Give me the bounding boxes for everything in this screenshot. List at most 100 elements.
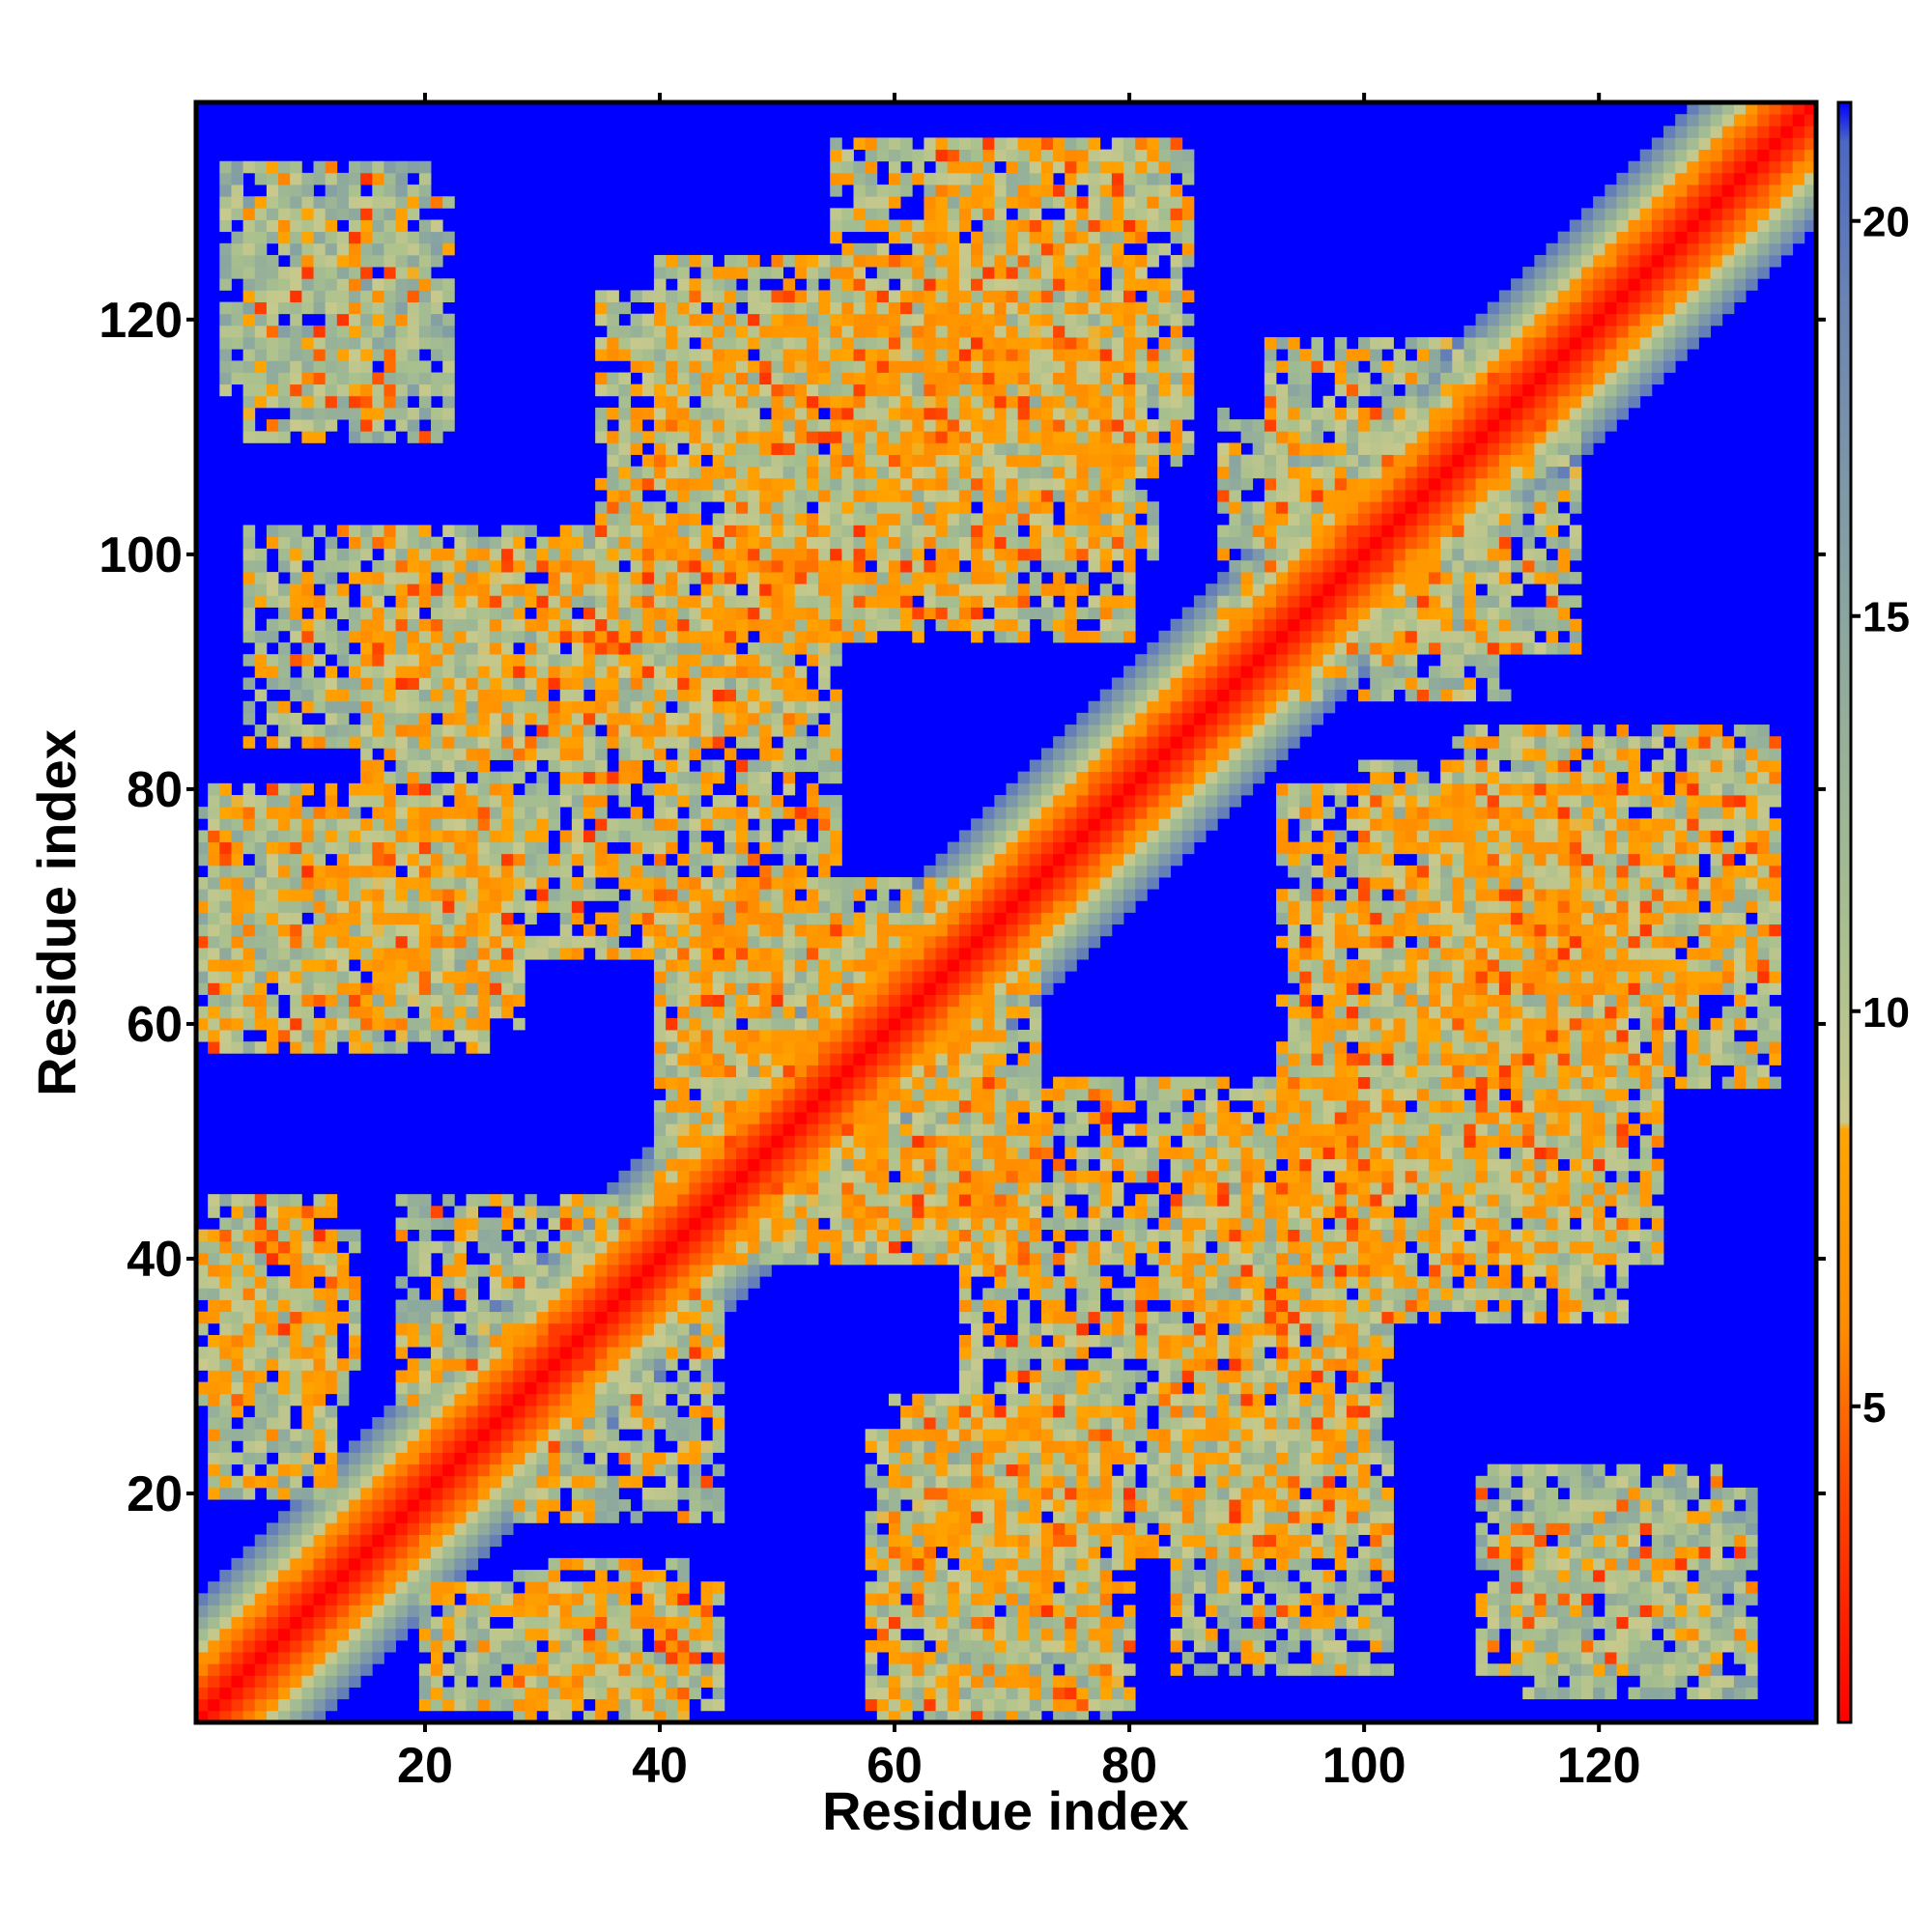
heatmap-cell	[466, 1217, 479, 1231]
heatmap-cell	[325, 807, 338, 819]
heatmap-cell	[477, 889, 491, 901]
heatmap-cell	[653, 525, 667, 538]
heatmap-cell	[395, 219, 409, 233]
heatmap-cell	[536, 1687, 549, 1700]
heatmap-cell	[748, 1158, 760, 1172]
heatmap-cell	[736, 384, 749, 397]
heatmap-cell	[372, 1440, 384, 1453]
heatmap-cell	[442, 337, 455, 350]
heatmap-cell	[806, 1076, 819, 1090]
heatmap-cell	[372, 1417, 384, 1430]
heatmap-cell	[666, 1405, 678, 1418]
heatmap-cell	[595, 912, 608, 925]
heatmap-cell	[242, 242, 256, 256]
heatmap-cell	[325, 1041, 338, 1054]
heatmap-cell	[418, 666, 432, 678]
heatmap-cell	[641, 548, 655, 561]
heatmap-cell	[830, 267, 842, 279]
heatmap-cell	[384, 689, 396, 702]
heatmap-cell	[348, 1452, 361, 1465]
heatmap-cell	[254, 642, 268, 655]
heatmap-cell	[466, 1581, 479, 1594]
heatmap-cell	[689, 1006, 701, 1019]
heatmap-cell	[724, 1206, 737, 1218]
heatmap-cell	[442, 395, 455, 409]
heatmap-cell	[208, 1429, 220, 1441]
heatmap-cell	[818, 419, 831, 432]
heatmap-cell	[536, 1698, 549, 1712]
heatmap-cell	[395, 1299, 409, 1313]
heatmap-cell	[372, 654, 384, 667]
heatmap-cell	[525, 1616, 537, 1630]
heatmap-cell	[794, 301, 808, 315]
heatmap-cell	[348, 290, 361, 302]
heatmap-cell	[442, 384, 455, 397]
heatmap-cell	[630, 583, 643, 596]
heatmap-cell	[689, 1158, 701, 1172]
heatmap-cell	[219, 1194, 232, 1207]
heatmap-cell	[242, 807, 256, 819]
heatmap-cell	[865, 1217, 878, 1231]
heatmap-cell	[700, 1405, 714, 1418]
heatmap-cell	[595, 583, 608, 596]
heatmap-cell	[336, 712, 350, 725]
heatmap-cell	[525, 1570, 537, 1582]
heatmap-cell	[219, 1570, 232, 1582]
heatmap-cell	[525, 1288, 537, 1300]
heatmap-cell	[489, 1194, 502, 1207]
heatmap-cell	[395, 982, 409, 995]
heatmap-cell	[818, 337, 831, 350]
heatmap-cell	[595, 807, 608, 819]
heatmap-cell	[548, 1605, 561, 1618]
heatmap-cell	[266, 1347, 279, 1359]
heatmap-cell	[336, 395, 350, 409]
heatmap-cell	[841, 431, 854, 443]
heatmap-cell	[407, 654, 420, 667]
heatmap-cell	[536, 1393, 549, 1406]
heatmap-cell	[841, 994, 854, 1008]
heatmap-cell	[853, 196, 867, 209]
heatmap-cell	[782, 642, 796, 655]
heatmap-cell	[712, 771, 725, 784]
heatmap-cell	[442, 724, 455, 737]
heatmap-cell	[666, 1616, 678, 1630]
heatmap-cell	[536, 1334, 549, 1348]
heatmap-cell	[700, 935, 714, 949]
heatmap-cell	[748, 1194, 760, 1207]
heatmap-cell	[500, 1405, 514, 1418]
heatmap-cell	[525, 583, 537, 596]
heatmap-cell	[336, 313, 350, 327]
heatmap-cell	[500, 794, 514, 808]
heatmap-cell	[348, 900, 361, 913]
heatmap-cell	[219, 877, 232, 890]
heatmap-cell	[595, 1663, 608, 1676]
heatmap-cell	[818, 971, 831, 983]
heatmap-cell	[794, 1158, 808, 1172]
heatmap-cell	[242, 525, 256, 538]
heatmap-cell	[313, 630, 327, 643]
heatmap-cell	[431, 607, 443, 620]
heatmap-cell	[700, 1322, 714, 1336]
heatmap-cell	[830, 1041, 842, 1054]
heatmap-cell	[242, 994, 256, 1008]
heatmap-cell	[384, 700, 396, 714]
heatmap-cell	[607, 1288, 619, 1300]
heatmap-cell	[559, 1393, 573, 1406]
heatmap-cell	[242, 372, 256, 385]
heatmap-cell	[759, 1264, 772, 1277]
heatmap-cell	[571, 1628, 584, 1641]
heatmap-cell	[771, 865, 784, 878]
heatmap-cell	[700, 736, 714, 749]
heatmap-cell	[607, 442, 619, 455]
heatmap-cell	[583, 1288, 596, 1300]
heatmap-cell	[771, 466, 784, 479]
heatmap-cell	[724, 1276, 737, 1289]
heatmap-cell	[407, 1499, 420, 1512]
heatmap-cell	[372, 337, 384, 350]
heatmap-cell	[607, 1194, 619, 1207]
heatmap-cell	[384, 982, 396, 995]
heatmap-cell	[595, 1557, 608, 1571]
heatmap-cell	[830, 1112, 842, 1124]
heatmap-cell	[513, 1311, 526, 1324]
heatmap-cell	[724, 830, 737, 842]
